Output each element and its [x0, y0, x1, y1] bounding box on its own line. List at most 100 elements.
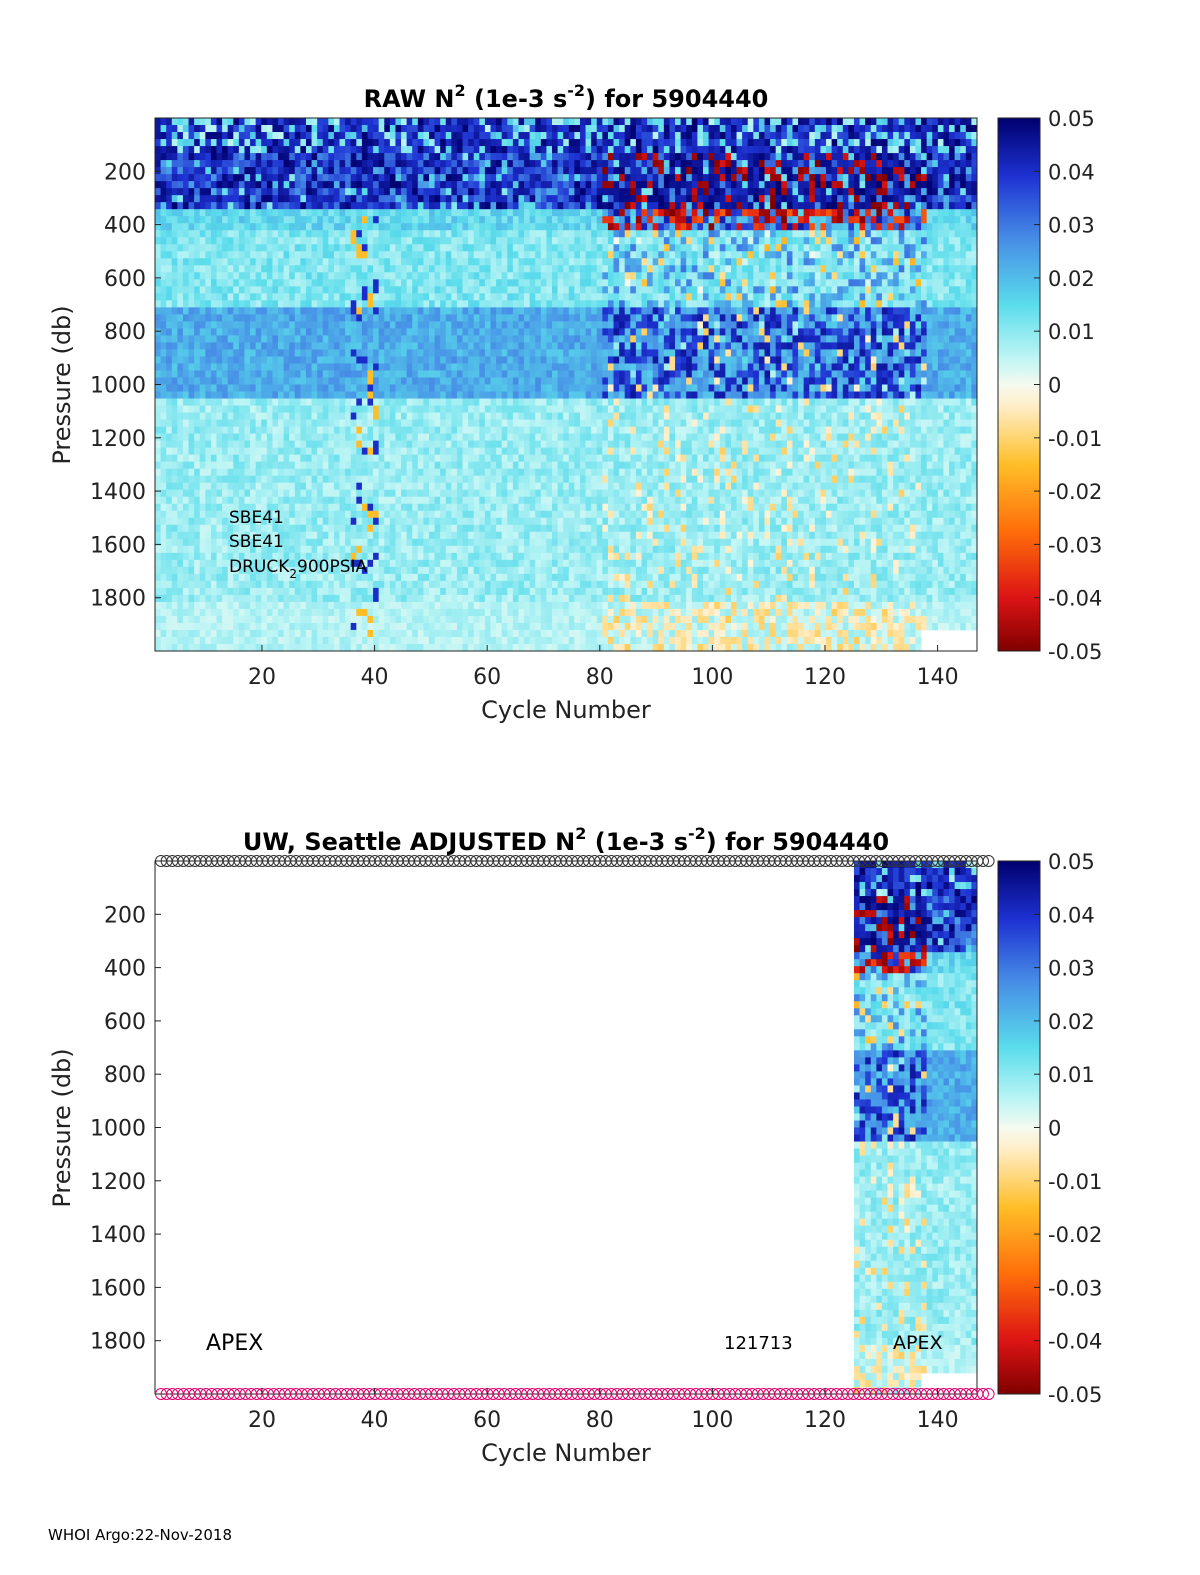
- heat-cell: [188, 552, 195, 561]
- heat-cell: [479, 363, 486, 371]
- heat-cell: [440, 230, 447, 238]
- heat-cell: [244, 440, 251, 449]
- heat-cell: [462, 559, 469, 568]
- heat-cell: [406, 552, 413, 561]
- heat-cell: [166, 482, 173, 491]
- heat-cell: [445, 517, 452, 526]
- heat-cell: [417, 496, 424, 505]
- heat-cell: [356, 293, 363, 301]
- heat-cell: [272, 412, 279, 420]
- heat-cell: [194, 552, 201, 561]
- heat-cell: [423, 559, 430, 568]
- heat-cell: [266, 566, 273, 575]
- heat-cell: [182, 615, 189, 624]
- heat-cell: [305, 601, 312, 610]
- heat-cell: [468, 118, 475, 126]
- heat-cell: [328, 272, 335, 280]
- heat-cell: [401, 482, 408, 491]
- heat-cell: [210, 559, 217, 568]
- heat-cell: [468, 370, 475, 378]
- heat-cell: [328, 286, 335, 294]
- heat-cell: [356, 118, 363, 126]
- heat-cell: [333, 167, 340, 175]
- heat-cell: [182, 153, 189, 161]
- heat-cell: [479, 475, 486, 484]
- heat-cell: [177, 587, 184, 596]
- heat-cell: [412, 419, 419, 427]
- heat-cell: [490, 447, 497, 456]
- heat-cell: [501, 573, 508, 582]
- heat-cell: [367, 216, 374, 224]
- heat-cell: [194, 566, 201, 575]
- heat-cell: [210, 398, 217, 406]
- heat-cell: [423, 454, 430, 463]
- heat-cell: [367, 517, 374, 526]
- heat-cell: [501, 272, 508, 280]
- heat-cell: [406, 118, 413, 126]
- heat-cell: [361, 419, 368, 427]
- heat-cell: [199, 216, 206, 224]
- heat-cell: [216, 433, 223, 441]
- heat-cell: [350, 447, 357, 456]
- heat-cell: [339, 118, 346, 126]
- heat-cell: [182, 174, 189, 182]
- heat-cell: [518, 391, 525, 399]
- heat-cell: [305, 328, 312, 336]
- heat-cell: [417, 643, 424, 652]
- heat-cell: [378, 223, 385, 231]
- heat-cell: [434, 174, 441, 182]
- heat-cell: [199, 230, 206, 238]
- heat-cell: [278, 636, 285, 645]
- heat-cell: [317, 286, 324, 294]
- heat-cell: [155, 426, 161, 434]
- heat-cell: [210, 216, 217, 224]
- heat-cell: [255, 587, 262, 596]
- heat-cell: [484, 510, 491, 519]
- heat-cell: [462, 608, 469, 617]
- heat-cell: [266, 496, 273, 505]
- heat-cell: [406, 146, 413, 154]
- heat-cell: [345, 188, 352, 196]
- heat-cell: [473, 153, 480, 161]
- heat-cell: [278, 566, 285, 575]
- heat-cell: [205, 342, 212, 350]
- heat-cell: [423, 601, 430, 610]
- heat-cell: [278, 524, 285, 533]
- heat-cell: [345, 636, 352, 645]
- heat-cell: [468, 454, 475, 463]
- heat-cell: [182, 139, 189, 147]
- heat-cell: [238, 132, 245, 140]
- heat-cell: [177, 363, 184, 371]
- heat-cell: [294, 482, 301, 491]
- heat-cell: [289, 356, 296, 364]
- heat-cell: [479, 468, 486, 477]
- heat-cell: [227, 125, 234, 133]
- heat-cell: [317, 566, 324, 575]
- heat-cell: [451, 377, 458, 385]
- heat-cell: [445, 566, 452, 575]
- heat-cell: [227, 167, 234, 175]
- heat-cell: [182, 286, 189, 294]
- heat-cell: [205, 559, 212, 568]
- heat-cell: [210, 622, 217, 631]
- heat-cell: [272, 286, 279, 294]
- heat-cell: [389, 594, 396, 603]
- heat-cell: [171, 608, 178, 617]
- heat-cell: [512, 552, 519, 561]
- heat-cell: [384, 153, 391, 161]
- heat-cell: [305, 503, 312, 512]
- heat-cell: [160, 174, 167, 182]
- heat-cell: [367, 370, 374, 378]
- heat-cell: [468, 160, 475, 168]
- heat-cell: [250, 587, 257, 596]
- heat-cell: [345, 496, 352, 505]
- heat-cell: [401, 300, 408, 308]
- heat-cell: [417, 349, 424, 357]
- heat-cell: [244, 314, 251, 322]
- heat-cell: [512, 363, 519, 371]
- heat-cell: [417, 517, 424, 526]
- heat-cell: [328, 468, 335, 477]
- heat-cell: [451, 405, 458, 413]
- heat-cell: [412, 426, 419, 434]
- heat-cell: [479, 636, 486, 645]
